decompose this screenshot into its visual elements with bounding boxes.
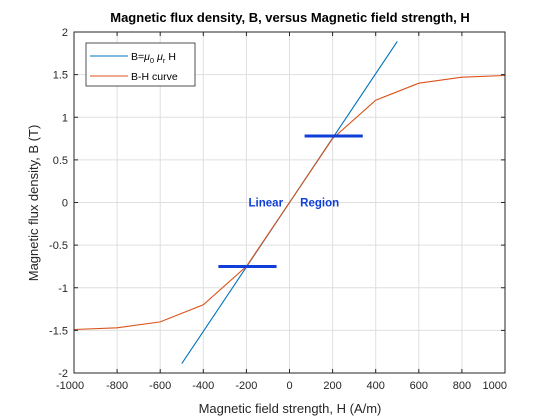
- legend-linear-sub2: r: [163, 56, 166, 65]
- y-tick-label: 0: [62, 198, 68, 210]
- legend-linear-mu2: μ: [156, 51, 163, 63]
- x-tick-label: 1000: [483, 380, 507, 392]
- y-tick-label: -0.5: [49, 240, 68, 252]
- x-tick-label: 200: [323, 380, 341, 392]
- y-tick-label: -1: [58, 283, 68, 295]
- y-tick-label: 1.5: [53, 70, 68, 82]
- x-tick-label: 400: [367, 380, 385, 392]
- y-tick-label: 0.5: [53, 155, 68, 167]
- legend-linear-tail: H: [168, 51, 176, 63]
- x-tick-label: -400: [192, 380, 214, 392]
- y-axis-label: Magnetic flux density, B (T): [26, 125, 41, 282]
- y-tick-label: 1: [62, 112, 68, 124]
- chart-title: Magnetic flux density, B, versus Magneti…: [110, 10, 470, 25]
- y-tick-label: -2: [58, 368, 68, 380]
- x-axis-label: Magnetic field strength, H (A/m): [199, 401, 382, 416]
- annotation-region: Region: [300, 198, 339, 210]
- x-tick-label: -200: [235, 380, 257, 392]
- legend-box: [85, 42, 196, 87]
- x-tick-label: -600: [149, 380, 171, 392]
- x-tick-label: 800: [453, 380, 471, 392]
- x-tick-label: -1000: [56, 380, 84, 392]
- x-tick-label: 0: [286, 380, 292, 392]
- legend-linear-mu1: μ: [143, 51, 150, 63]
- legend-label-bh: B-H curve: [131, 71, 178, 83]
- y-tick-label: -1.5: [49, 325, 68, 337]
- legend-linear-sub1: 0: [150, 56, 154, 65]
- x-tick-label: -800: [106, 380, 128, 392]
- series-layer: [73, 41, 506, 364]
- legend: B=μ0 μr H B-H curve: [85, 42, 196, 87]
- annotations-layer: [218, 134, 363, 268]
- series-line-bh-curve: [73, 74, 506, 331]
- annotation-linear: Linear: [249, 198, 284, 210]
- ticks: -1000 -800 -600 -400 -200 0 200 400 600 800 1000-2…: [49, 27, 507, 392]
- legend-linear-base: B=: [131, 51, 144, 63]
- x-tick-label: 600: [410, 380, 428, 392]
- y-tick-label: 2: [62, 27, 68, 39]
- legend-label-linear: B=μ0 μr H: [131, 51, 176, 65]
